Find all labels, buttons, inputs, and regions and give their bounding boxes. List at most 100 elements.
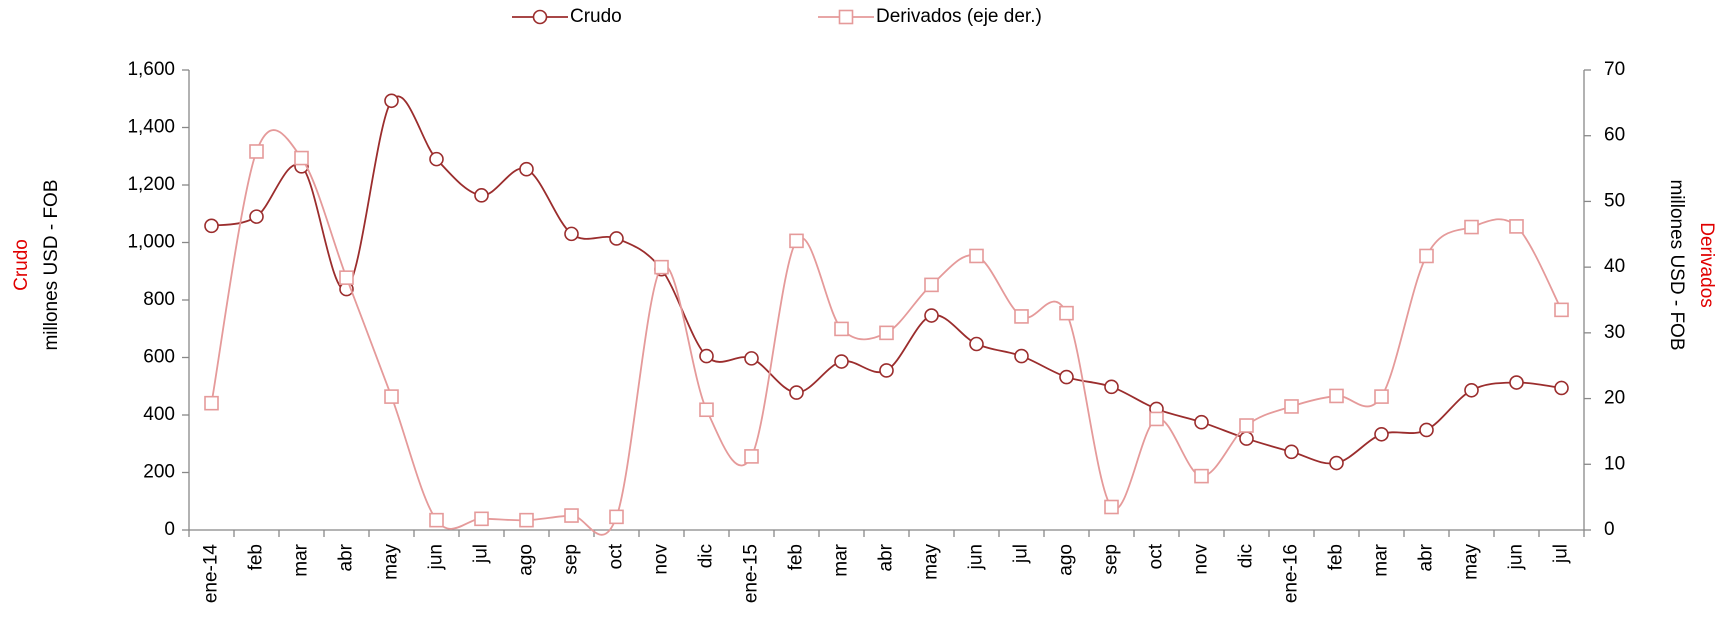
marker <box>384 93 399 109</box>
marker <box>1554 302 1569 318</box>
y2-tick-label: 70 <box>1604 59 1625 80</box>
x-tick-label: jul <box>471 544 492 564</box>
x-tick-label: dic <box>1236 544 1257 568</box>
marker <box>1104 499 1119 515</box>
x-tick-label: may <box>921 544 942 580</box>
y2-tick-label: 40 <box>1604 256 1625 277</box>
x-tick-label: ene-16 <box>1281 544 1302 603</box>
marker <box>924 277 939 293</box>
x-tick-label: ene-14 <box>201 544 222 604</box>
marker <box>969 336 984 352</box>
y-tick-label: 800 <box>143 289 175 310</box>
marker <box>1194 414 1209 430</box>
marker <box>474 188 489 203</box>
x-tick-label: jun <box>966 544 987 570</box>
marker <box>1419 422 1434 438</box>
y-tick-label: 0 <box>164 519 175 540</box>
x-tick-label: abr <box>336 543 357 571</box>
marker <box>699 402 714 418</box>
x-tick-label: jun <box>426 544 447 570</box>
x-tick-label: ene-15 <box>741 544 762 603</box>
x-tick-label: abr <box>876 543 897 571</box>
marker <box>879 325 894 341</box>
y2-tick-label: 60 <box>1604 125 1625 146</box>
x-tick-label: mar <box>291 543 312 576</box>
y-tick-label: 1,400 <box>127 117 175 138</box>
marker <box>1014 348 1029 364</box>
marker <box>339 270 354 285</box>
x-tick-label: nov <box>1191 544 1212 575</box>
marker <box>744 449 759 464</box>
marker <box>474 511 489 527</box>
x-tick-label: jul <box>1551 544 1572 564</box>
marker <box>1509 219 1524 234</box>
x-tick-label: mar <box>1371 543 1392 576</box>
series-line <box>211 95 1562 465</box>
x-tick-label: mar <box>831 543 852 576</box>
marker <box>519 512 534 528</box>
marker <box>969 248 984 264</box>
marker <box>789 385 804 400</box>
marker <box>429 151 444 167</box>
marker <box>834 321 849 337</box>
y-label-title: Crudo <box>11 239 32 291</box>
y-tick-label: 1,200 <box>127 174 175 195</box>
marker <box>1329 455 1344 471</box>
marker <box>1329 388 1344 404</box>
marker <box>519 161 534 177</box>
x-tick-label: ago <box>516 544 537 576</box>
x-tick-label: jun <box>1506 544 1527 570</box>
marker <box>1059 305 1074 321</box>
marker <box>1464 382 1479 398</box>
x-tick-label: may <box>1461 544 1482 580</box>
series-line <box>210 129 1563 536</box>
marker <box>429 512 444 528</box>
x-tick-label: dic <box>696 544 717 568</box>
marker <box>1284 399 1299 414</box>
marker <box>699 348 714 364</box>
y-tick-label: 600 <box>143 347 175 368</box>
y2-tick-label: 10 <box>1604 453 1625 474</box>
y-tick-label: 200 <box>143 462 175 483</box>
marker <box>1194 468 1209 484</box>
marker <box>1554 380 1569 396</box>
y-tick-label: 1,000 <box>127 232 175 253</box>
marker <box>564 508 579 523</box>
marker <box>564 226 579 242</box>
marker <box>879 363 894 378</box>
marker <box>744 351 759 366</box>
marker <box>654 259 669 275</box>
x-tick-label: sep <box>1101 544 1122 575</box>
marker <box>1374 426 1389 442</box>
y-label-units: millones USD - FOB <box>41 179 62 350</box>
x-tick-label: oct <box>606 543 627 569</box>
marker <box>1419 248 1434 264</box>
y2-tick-label: 0 <box>1604 519 1615 540</box>
y2-label-title: Derivados <box>1696 222 1717 308</box>
marker <box>249 144 264 159</box>
x-tick-label: jul <box>1011 544 1032 564</box>
legend-label: Derivados (eje der.) <box>876 6 1042 27</box>
marker <box>204 218 219 234</box>
marker <box>609 509 624 525</box>
legend-marker <box>532 9 548 25</box>
x-tick-label: feb <box>1326 544 1347 570</box>
marker <box>1239 418 1254 433</box>
marker <box>294 150 309 166</box>
x-tick-label: may <box>381 544 402 580</box>
marker <box>609 231 624 246</box>
marker <box>1149 411 1164 427</box>
marker <box>1464 219 1479 235</box>
marker <box>384 389 399 404</box>
x-tick-label: nov <box>651 544 672 575</box>
marker <box>1014 309 1029 324</box>
marker <box>249 209 264 224</box>
x-tick-label: feb <box>246 544 267 570</box>
y-tick-label: 400 <box>143 404 175 425</box>
marker <box>204 395 219 411</box>
marker <box>789 233 804 249</box>
marker <box>1239 431 1254 446</box>
x-tick-label: sep <box>561 544 582 575</box>
marker <box>1284 444 1299 460</box>
